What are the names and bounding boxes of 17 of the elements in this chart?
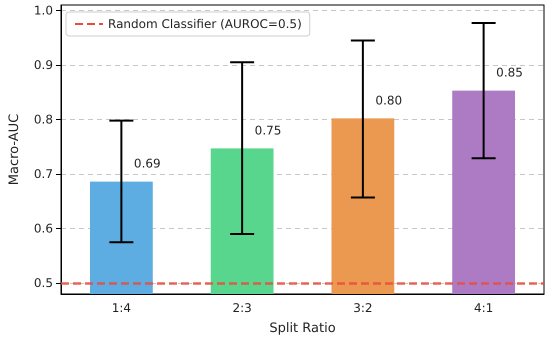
y-tick-label: 0.8	[34, 112, 53, 127]
y-tick-label: 0.5	[34, 276, 53, 290]
x-tick-label: 4:1	[474, 301, 494, 315]
data-label: 0.80	[375, 93, 402, 108]
x-tick-label: 1:4	[112, 301, 132, 315]
y-tick-label: 0.7	[34, 167, 53, 182]
legend-label: Random Classifier (AUROC=0.5)	[108, 17, 302, 31]
y-tick-label: 0.9	[34, 58, 53, 72]
x-tick-label: 2:3	[232, 301, 252, 315]
data-label: 0.69	[134, 156, 161, 171]
x-axis-title: Split Ratio	[269, 321, 336, 336]
x-tick-label: 3:2	[353, 301, 373, 315]
data-label: 0.85	[496, 66, 523, 80]
data-label: 0.75	[254, 123, 282, 138]
y-axis-title: Macro-AUC	[7, 114, 22, 186]
y-tick-label: 0.6	[34, 222, 53, 236]
y-tick-label: 1.0	[34, 3, 53, 18]
